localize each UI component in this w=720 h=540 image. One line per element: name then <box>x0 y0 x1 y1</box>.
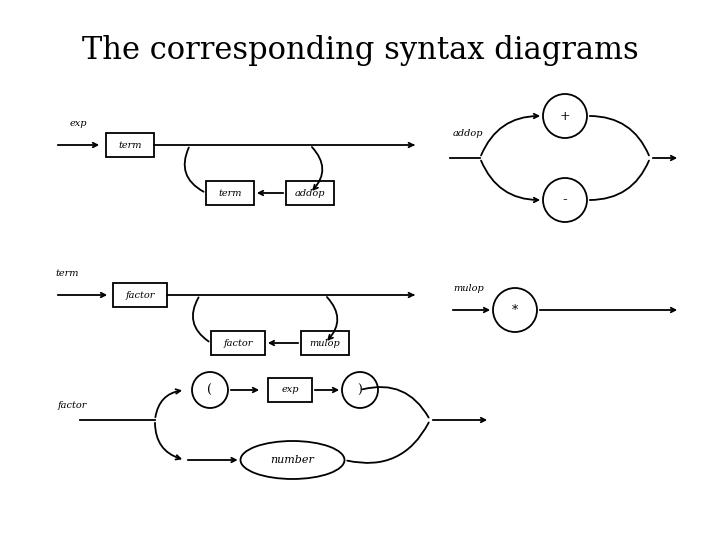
Text: *: * <box>512 303 518 316</box>
Bar <box>113 283 167 307</box>
Text: term: term <box>118 140 142 150</box>
Text: ): ) <box>358 383 362 396</box>
Text: mulop: mulop <box>310 339 341 348</box>
Text: -: - <box>562 193 567 207</box>
Text: number: number <box>271 455 315 465</box>
Text: term: term <box>218 188 242 198</box>
Text: term: term <box>55 269 78 278</box>
Text: exp: exp <box>282 386 299 395</box>
Text: mulop: mulop <box>453 284 484 293</box>
Text: exp: exp <box>70 119 88 128</box>
Text: +: + <box>559 110 570 123</box>
Text: addop: addop <box>294 188 325 198</box>
Text: (: ( <box>207 383 212 396</box>
Text: The corresponding syntax diagrams: The corresponding syntax diagrams <box>81 35 639 65</box>
Text: addop: addop <box>453 129 484 138</box>
Bar <box>301 331 349 355</box>
Bar <box>268 378 312 402</box>
Bar <box>106 133 154 157</box>
Text: factor: factor <box>58 401 87 410</box>
Bar <box>211 331 265 355</box>
Text: factor: factor <box>125 291 155 300</box>
Text: factor: factor <box>223 339 253 348</box>
Bar <box>286 181 334 205</box>
Bar <box>206 181 254 205</box>
